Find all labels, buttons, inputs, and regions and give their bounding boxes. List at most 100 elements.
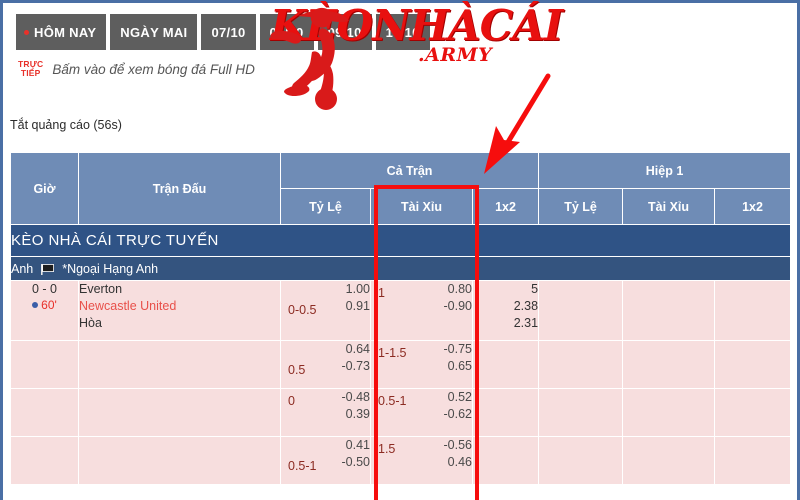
table-row[interactable]: 0.5-1 0.41 -0.50 1.5 -0.56 0.46 [10,436,792,485]
cell-h1-taixiu[interactable] [622,436,716,485]
odds-value-1: -0.56 [443,438,473,452]
live-stream-link[interactable]: TRỰC TIẾP Bấm vào để xem bóng đá Full HD [18,60,255,78]
team-away[interactable]: Newcastle United [79,299,177,313]
odds-value-1: 1.00 [345,282,370,296]
th-match[interactable]: Trận Đấu [78,152,281,225]
cell-ft-taixiu[interactable]: 0.5-1 0.52 -0.62 [370,388,473,437]
page-left-border [0,0,3,500]
annotation-arrow-icon [484,73,551,174]
tab-label: NGÀY MAI [120,24,188,40]
live-stream-text: Bấm vào để xem bóng đá Full HD [52,61,255,77]
cell-ft-tyle[interactable]: 0.5 0.64 -0.73 [280,340,371,389]
cell-ft-1x2[interactable] [471,436,540,485]
match-score: 0 - 0 [31,282,57,296]
cell-h1-taixiu[interactable] [622,340,716,389]
odds-1x2-value-1: 5 [531,282,539,296]
cell-h1-tyle[interactable] [538,436,624,485]
th-h1-taixiu[interactable]: Tài Xỉu [622,188,716,225]
tab-date-0710[interactable]: 07/10 [201,14,256,50]
tab-label: 09/10 [327,24,362,40]
league-cell: Anh *Ngoại Hạng Anh [9,256,792,281]
odds-value-1: 0.80 [447,282,472,296]
odds-value-2: -0.62 [443,407,473,421]
tab-label: 07/10 [211,24,246,40]
odds-table-body: 0 - 0 60' Everton Newcastle United Hòa 0… [10,280,792,485]
handicap-value: 0.5-1 [378,394,407,408]
date-tab-bar: HÔM NAY NGÀY MAI 07/10 08/10 09/10 10/10 [16,14,430,50]
odds-value-1: 0.64 [345,342,370,356]
ad-close-notice[interactable]: Tắt quảng cáo (56s) [10,118,122,132]
cell-ft-1x2[interactable]: 5 2.38 2.31 [471,280,540,341]
banner-row: KÈO NHÀ CÁI TRỰC TUYẾN [9,224,792,257]
cell-h1-1x2[interactable] [714,436,792,485]
th-ft-tyle[interactable]: Tỷ Lệ [280,188,371,225]
cell-h1-1x2[interactable] [714,340,792,389]
page-right-border [797,0,800,500]
th-h1-tyle[interactable]: Tỷ Lệ [538,188,624,225]
cell-time: 0 - 0 60' [10,280,79,341]
cell-h1-1x2[interactable] [714,280,792,341]
odds-value-2: -0.73 [341,359,371,373]
flag-icon [40,263,54,275]
live-dot-icon [24,29,29,35]
table-row[interactable]: 0.5 0.64 -0.73 1-1.5 -0.75 0.65 [10,340,792,389]
odds-table-wrapper: Giờ Trận Đấu Cả Trận Hiệp 1 Tỷ Lệ Tài Xỉ… [9,152,792,485]
handicap-value: 0 [288,394,295,408]
cell-teams [78,436,281,485]
cell-ft-tyle[interactable]: 0-0.5 1.00 0.91 [280,280,371,341]
table-row[interactable]: 0 -0.48 0.39 0.5-1 0.52 -0.62 [10,388,792,437]
odds-value-1: -0.75 [443,342,473,356]
th-ft-1x2[interactable]: 1x2 [471,188,540,225]
cell-h1-taixiu[interactable] [622,280,716,341]
odds-value-1: 0.41 [345,438,370,452]
odds-values: 0.64 -0.73 [281,341,371,375]
draw-label: Hòa [79,316,102,330]
cell-ft-1x2[interactable] [471,388,540,437]
odds-values: -0.48 0.39 [281,389,371,423]
badge-line-1: TRỰC [18,59,44,69]
odds-value-2: 0.65 [447,359,472,373]
cell-teams [78,388,281,437]
handicap-value: 1.5 [378,442,396,456]
odds-value-2: 0.46 [447,455,472,469]
league-row[interactable]: Anh *Ngoại Hạng Anh [9,256,792,281]
tab-date-0810[interactable]: 08/10 [259,14,314,50]
th-ft-taixiu[interactable]: Tài Xỉu [370,188,473,225]
handicap-value: 0.5-1 [288,459,317,473]
odds-table-head: Giờ Trận Đấu Cả Trận Hiệp 1 Tỷ Lệ Tài Xỉ… [10,152,792,225]
tab-date-0910[interactable]: 09/10 [317,14,372,50]
cell-ft-taixiu[interactable]: 1-1.5 -0.75 0.65 [370,340,473,389]
cell-h1-tyle[interactable] [538,388,624,437]
league-name: *Ngoại Hạng Anh [62,261,159,276]
cell-ft-tyle[interactable]: 0.5-1 0.41 -0.50 [280,436,371,485]
handicap-value: 1-1.5 [378,346,407,360]
cell-ft-taixiu[interactable]: 1 0.80 -0.90 [370,280,473,341]
team-home[interactable]: Everton [79,282,123,296]
odds-values: -0.75 0.65 [371,341,473,375]
cell-h1-1x2[interactable] [714,388,792,437]
th-h1-1x2[interactable]: 1x2 [714,188,792,225]
cell-h1-tyle[interactable] [538,280,624,341]
odds-value-2: -0.50 [341,455,371,469]
cell-h1-tyle[interactable] [538,340,624,389]
cell-ft-taixiu[interactable]: 1.5 -0.56 0.46 [370,436,473,485]
th-time[interactable]: Giờ [10,152,79,225]
odds-value-2: 0.39 [345,407,370,421]
match-minute: 60' [41,298,57,312]
table-row[interactable]: 0 - 0 60' Everton Newcastle United Hòa 0… [10,280,792,341]
tab-date-1010[interactable]: 10/10 [375,14,430,50]
header-row-sub: Tỷ Lệ Tài Xỉu 1x2 Tỷ Lệ Tài Xỉu 1x2 [11,188,792,225]
odds-1x2-value-2: 2.38 [513,299,539,313]
tab-label: 10/10 [385,24,420,40]
cell-h1-taixiu[interactable] [622,388,716,437]
th-half1: Hiệp 1 [538,152,792,189]
banner-title: KÈO NHÀ CÁI TRỰC TUYẾN [9,224,792,257]
tab-ngay-mai[interactable]: NGÀY MAI [110,14,198,50]
cell-ft-1x2[interactable] [471,340,540,389]
truc-tiep-badge: TRỰC TIẾP [18,60,43,78]
odds-value-1: 0.52 [447,390,472,404]
odds-values: -0.56 0.46 [371,437,473,471]
cell-ft-tyle[interactable]: 0 -0.48 0.39 [280,388,371,437]
tab-hom-nay[interactable]: HÔM NAY [16,14,107,50]
